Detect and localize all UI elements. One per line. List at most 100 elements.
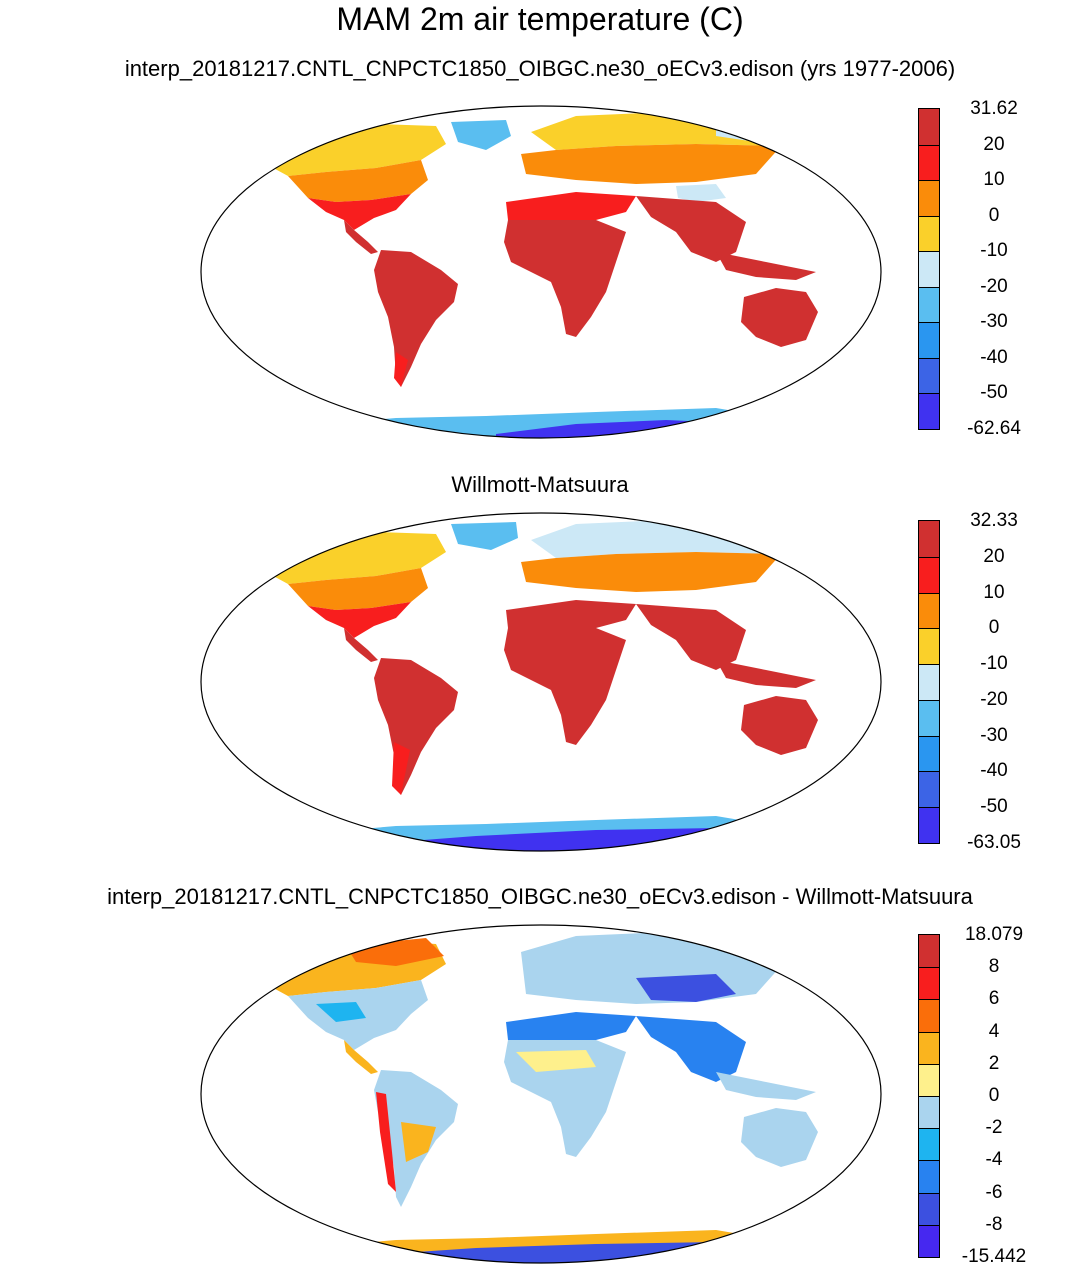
colorbar-divider [919, 592, 939, 594]
colorbar-divider [919, 357, 939, 359]
colorbar-swatch [919, 807, 939, 844]
colorbar-tick-label: -6 [985, 1181, 1003, 1203]
colorbar-swatch [919, 935, 939, 968]
region-australia [741, 1108, 818, 1167]
region-south-america-tip [394, 352, 408, 387]
colorbar-swatch [919, 322, 939, 359]
region-eurasia-north [531, 520, 796, 558]
colorbar-divider [919, 664, 939, 666]
colorbar-swatch [919, 699, 939, 737]
colorbar-swatch [919, 1192, 939, 1226]
colorbar-swatch [919, 286, 939, 323]
region-south-asia [636, 1016, 746, 1082]
region-south-america-east [401, 1122, 436, 1162]
region-central-america [344, 1040, 378, 1074]
map-model [200, 105, 882, 439]
colorbar-model [918, 108, 940, 430]
colorbar-swatch [919, 664, 939, 701]
colorbar-tick-label: -63.05 [967, 832, 1021, 853]
colorbar-swatch [919, 1063, 939, 1097]
region-south-america-tip [392, 742, 410, 795]
colorbar-tick-label: -20 [980, 275, 1008, 297]
region-central-america [344, 628, 378, 662]
colorbar-divider [919, 1096, 939, 1097]
region-north-africa [506, 1012, 636, 1040]
colorbar-divider [919, 144, 939, 146]
colorbar-tick-label: -30 [980, 311, 1008, 333]
colorbar-divider [919, 1160, 939, 1162]
colorbar-tick-label: -15.442 [961, 1246, 1027, 1267]
figure-title: MAM 2m air temperature (C) [336, 1, 744, 37]
region-north-america-south [308, 602, 411, 638]
colorbar-tick-label: 4 [988, 1020, 1000, 1042]
colorbar-tick-label: -4 [985, 1149, 1003, 1171]
map-obs [200, 512, 882, 852]
colorbar-swatch [919, 556, 939, 594]
colorbar-swatch [919, 735, 939, 772]
colorbar-swatch [919, 1160, 939, 1194]
region-australia [741, 288, 818, 347]
colorbar-tick-label: 10 [983, 581, 1005, 603]
region-south-america [374, 658, 458, 795]
region-australia [741, 696, 818, 755]
region-north-america-mid [288, 568, 428, 610]
colorbar-swatch [919, 251, 939, 288]
colorbar-swatch [919, 357, 939, 394]
colorbar-tick-label: -10 [980, 240, 1008, 262]
region-greenland [451, 522, 518, 550]
region-eurasia-mid [521, 552, 781, 592]
colorbar-tick-label: 32.33 [970, 510, 1018, 531]
colorbar-swatch [919, 215, 939, 252]
colorbar-swatch [919, 967, 939, 1000]
region-africa [504, 628, 626, 745]
colorbar-tick-label: -40 [980, 760, 1008, 782]
colorbar-obs [918, 520, 940, 844]
colorbar-tick-label: 20 [983, 545, 1005, 567]
region-maritime [716, 252, 816, 280]
colorbar-divider [919, 1224, 939, 1226]
colorbar-swatch [919, 771, 939, 808]
colorbar-swatch [919, 521, 939, 558]
colorbar-swatch [919, 592, 939, 629]
colorbar-divider [919, 1192, 939, 1194]
colorbar-divider [919, 1063, 939, 1065]
colorbar-tick-label: -62.64 [967, 418, 1021, 439]
colorbar-swatch [919, 999, 939, 1033]
panel-title-obs: Willmott-Matsuura [451, 472, 629, 497]
region-us-cool [316, 1002, 366, 1022]
colorbar-divider [919, 1128, 939, 1130]
colorbar-tick-label: 10 [983, 169, 1005, 191]
colorbar-divider [919, 771, 939, 773]
colorbar-swatch [919, 1224, 939, 1258]
panel-title-model: interp_20181217.CNTL_CNPCTC1850_OIBGC.ne… [124, 56, 956, 81]
colorbar-tick-label: 2 [988, 1052, 1000, 1074]
region-eurasia-mid [521, 144, 781, 184]
colorbar-swatch [919, 109, 939, 146]
region-maritime [716, 660, 816, 688]
colorbar-swatch [919, 1031, 939, 1065]
colorbar-diff [918, 934, 940, 1258]
colorbar-divider [919, 322, 939, 324]
colorbar-divider [919, 999, 939, 1001]
region-north-america-south [308, 194, 411, 230]
colorbar-tick-label: 31.62 [970, 98, 1018, 119]
colorbar-tick-label: 18.079 [964, 924, 1024, 945]
region-sahel [516, 1050, 596, 1072]
colorbar-swatch [919, 180, 939, 217]
colorbar-tick-label: 0 [988, 617, 1000, 639]
colorbar-tick-label: 8 [988, 956, 1000, 978]
colorbar-swatch [919, 393, 939, 430]
colorbar-tick-label: -50 [980, 796, 1008, 818]
colorbar-divider [919, 556, 939, 558]
region-north-america-mid [288, 160, 428, 202]
colorbar-tick-label: -30 [980, 724, 1008, 746]
colorbar-tick-label: 20 [983, 133, 1005, 155]
colorbar-tick-label: -40 [980, 346, 1008, 368]
colorbar-tick-label: -50 [980, 382, 1008, 404]
colorbar-tick-label: 6 [988, 988, 1000, 1010]
region-maritime [716, 1072, 816, 1100]
region-south-asia [636, 604, 746, 670]
colorbar-divider [919, 286, 939, 288]
region-central-america [344, 220, 378, 254]
region-south-asia [636, 196, 746, 262]
